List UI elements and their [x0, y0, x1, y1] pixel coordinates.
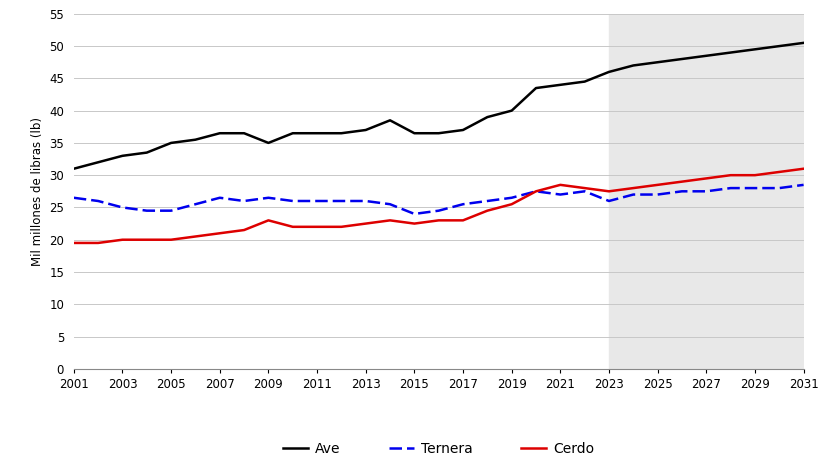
Legend: Ave, Ternera, Cerdo: Ave, Ternera, Cerdo [277, 436, 600, 461]
Y-axis label: Mil millones de libras (lb): Mil millones de libras (lb) [30, 117, 43, 266]
Bar [609, 14, 803, 369]
